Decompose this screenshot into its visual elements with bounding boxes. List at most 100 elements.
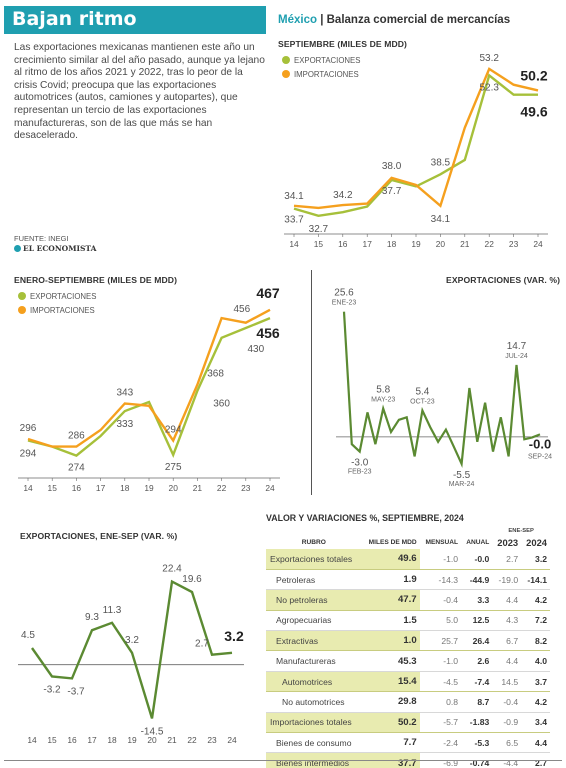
var-date-label: OCT-23 (410, 398, 435, 405)
sept-tick-label: 14 (289, 239, 299, 249)
sept-data-label: 53.2 (479, 53, 499, 64)
brand-dot-icon (14, 245, 21, 252)
row-mdd: 29.8 (361, 691, 420, 713)
enesep-data-label: 343 (116, 388, 133, 399)
enesep-tick-label: 18 (120, 483, 130, 493)
anual-line (31, 579, 233, 719)
table-row: Petroleras 1.9 -14.3 -44.9 -19.0 -14.1 (266, 569, 550, 591)
enesep-tick-label: 17 (96, 483, 106, 493)
row-anual: -5.3 (461, 732, 493, 754)
sept-tick-label: 22 (485, 239, 495, 249)
anual-data-label: -3.7 (67, 686, 85, 697)
row-anual: 2.6 (461, 650, 493, 672)
sept-data-label: 33.7 (284, 215, 304, 226)
row-mdd: 50.2 (361, 712, 420, 734)
enesep-data-label: 294 (20, 449, 37, 460)
sept-tick-label: 18 (387, 239, 397, 249)
sept-data-label: 38.0 (382, 161, 402, 172)
sept-tick-label: 23 (509, 239, 519, 249)
row-label: No automotrices (266, 691, 362, 713)
anual-tick-label: 15 (47, 735, 57, 745)
enesep-data-label: 286 (68, 431, 85, 442)
enesep-tick-label: 20 (169, 483, 179, 493)
sept-data-label: 49.6 (520, 104, 547, 120)
row-2023: 6.7 (492, 630, 522, 652)
table-header-spacer (266, 527, 362, 535)
row-label: Bienes de consumo (266, 732, 362, 754)
anual-data-label: 3.2 (224, 628, 244, 644)
anual-tick-label: 23 (207, 735, 217, 745)
table-header-cell: 2024 (526, 536, 547, 548)
row-2023: 4.4 (492, 650, 522, 672)
enesep-data-label: 296 (20, 423, 37, 434)
row-label: Exportaciones totales (266, 549, 362, 570)
row-2024: 8.2 (521, 630, 550, 652)
var-date-label: FEB-23 (348, 469, 372, 476)
enesep-tick-label: 23 (241, 483, 251, 493)
row-mensual: -1.0 (419, 650, 462, 672)
row-2024: 4.2 (521, 691, 550, 713)
table-header-cell: MILES DE MDD (368, 538, 417, 546)
table-header-spacer (420, 527, 461, 535)
table-header-cell: 2023 (497, 536, 519, 548)
enesep-data-label: 368 (207, 369, 224, 380)
legend-exports-swatch-2 (18, 292, 26, 300)
row-2023: 2.7 (492, 549, 522, 570)
data-table: ENE-SEP RUBRO MILES DE MDD MENSUAL ANUAL 2023… (266, 527, 550, 768)
anual-data-label: 19.6 (182, 574, 202, 585)
row-anual: 8.7 (461, 691, 493, 713)
anual-tick-label: 21 (167, 735, 177, 745)
table-header-spacer (461, 527, 492, 535)
bottom-rule (4, 760, 562, 761)
sept-data-label: 50.2 (520, 67, 547, 83)
row-2024: 4.4 (521, 732, 550, 754)
row-mdd: 1.9 (361, 569, 420, 591)
chart-var-title: EXPORTACIONES (VAR. %) (446, 275, 561, 285)
source-note: FUENTE: INEGI (14, 234, 69, 243)
row-mdd: 7.7 (361, 732, 420, 754)
sept-data-label: 34.1 (431, 214, 451, 225)
table-group-label: ENE-SEP (508, 528, 534, 534)
sept-data-label: 34.2 (333, 190, 353, 201)
row-anual: -0.0 (461, 549, 493, 570)
enesep-data-label: 333 (116, 419, 133, 430)
var-date-label: ENE-23 (332, 300, 357, 307)
var-data-label: 14.7 (507, 341, 527, 352)
row-label: No petroleras (266, 589, 362, 611)
row-label: Manufactureras (266, 650, 362, 672)
sept-data-label: 37.7 (382, 186, 402, 197)
table-row: No petroleras 47.7 -0.4 3.3 4.4 4.2 (266, 589, 550, 611)
table-row: No automotrices 29.8 0.8 8.7 -0.4 4.2 (266, 691, 550, 713)
anual-tick-label: 19 (127, 735, 137, 745)
sept-data-label: 34.1 (284, 191, 304, 202)
var-data-label: -3.0 (351, 458, 369, 469)
var-data-label: 5.8 (376, 385, 390, 396)
anual-tick-label: 24 (227, 735, 237, 745)
anual-tick-label: 18 (107, 735, 117, 745)
var-data-label: 5.4 (415, 386, 429, 397)
table-row: Importaciones totales 50.2 -5.7 -1.83 -0.9 3.… (266, 712, 550, 734)
var-data-label: -5.5 (453, 470, 471, 481)
anual-data-label: 11.3 (103, 605, 122, 616)
row-anual: 12.5 (461, 610, 493, 632)
enesep-tick-label: 19 (144, 483, 154, 493)
brand-name: EL ECONOMISTA (23, 244, 97, 253)
table-header-cell: RUBRO (301, 538, 326, 546)
row-mdd: 15.4 (361, 671, 420, 693)
sept-tick-label: 24 (533, 239, 543, 249)
chart-sept-legend: EXPORTACIONES IMPORTACIONES (282, 54, 360, 82)
anual-data-label: 9.3 (85, 612, 99, 623)
row-mensual: -1.0 (419, 549, 462, 570)
var-date-label: MAY-23 (371, 397, 395, 404)
var-data-label: -0.0 (529, 436, 551, 451)
row-anual: 26.4 (461, 630, 493, 652)
row-label: Extractivas (266, 630, 362, 652)
vertical-divider (311, 270, 312, 495)
enesep-data-label: 274 (68, 463, 85, 474)
table-header-spacer (362, 527, 420, 535)
anual-data-label: 2.7 (195, 639, 209, 650)
row-2024: 7.2 (521, 610, 550, 632)
enesep-data-label: 294 (165, 425, 182, 436)
row-2023: -0.9 (492, 712, 522, 734)
row-mdd: 45.3 (361, 650, 420, 672)
